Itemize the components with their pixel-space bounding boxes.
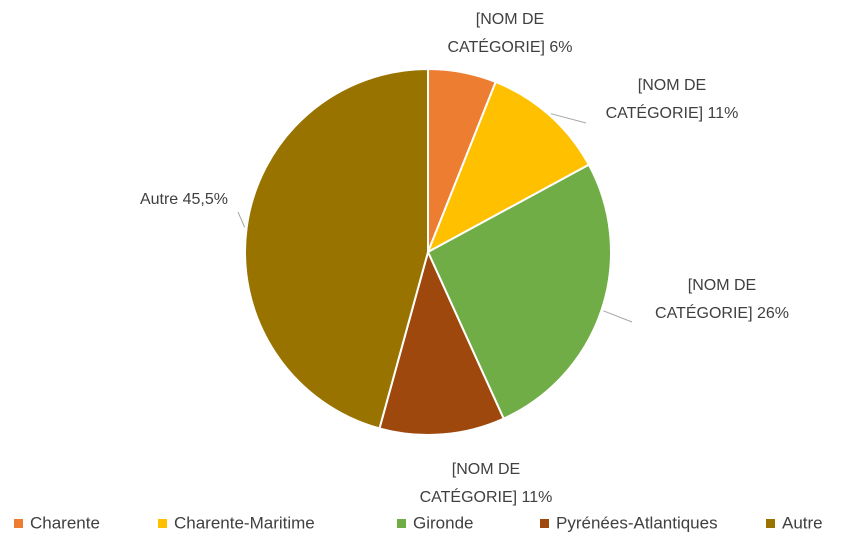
label-line: [NOM DE — [476, 11, 544, 28]
pie-slice — [378, 249, 505, 436]
legend-label: Charente-Maritime — [174, 513, 315, 532]
legend-swatch — [158, 519, 167, 528]
data-label: [NOM DE CATÉGORIE] 26% — [655, 277, 789, 322]
label-line: CATÉGORIE] 11% — [420, 487, 553, 506]
legend-swatch — [766, 519, 775, 528]
legend-label: Gironde — [413, 513, 473, 532]
label-line: CATÉGORIE] 26% — [655, 303, 789, 322]
leader-line — [603, 310, 633, 323]
pie-slice — [426, 163, 612, 420]
legend-label: Pyrénées-Atlantiques — [556, 513, 718, 532]
leader-line — [237, 211, 246, 228]
legend-swatch — [397, 519, 406, 528]
label-line: CATÉGORIE] 11% — [606, 103, 739, 122]
label-line: [NOM DE — [688, 277, 756, 294]
pie-slice — [426, 80, 591, 255]
data-label: [NOM DE CATÉGORIE] 11% — [606, 77, 739, 122]
label-line: CATÉGORIE] 6% — [447, 37, 572, 56]
label-line: [NOM DE — [452, 461, 520, 478]
label-line: [NOM DE — [638, 77, 706, 94]
data-label: [NOM DE CATÉGORIE] 11% — [420, 461, 553, 506]
leader-line — [550, 113, 587, 124]
data-label: [NOM DE CATÉGORIE] 6% — [447, 11, 572, 56]
legend-swatch — [14, 519, 23, 528]
legend-swatch — [540, 519, 549, 528]
pie-slice — [244, 67, 429, 430]
legend-label: Charente — [30, 513, 100, 532]
data-label: Autre 45,5% — [140, 191, 228, 208]
legend-label: Autre — [782, 513, 823, 532]
